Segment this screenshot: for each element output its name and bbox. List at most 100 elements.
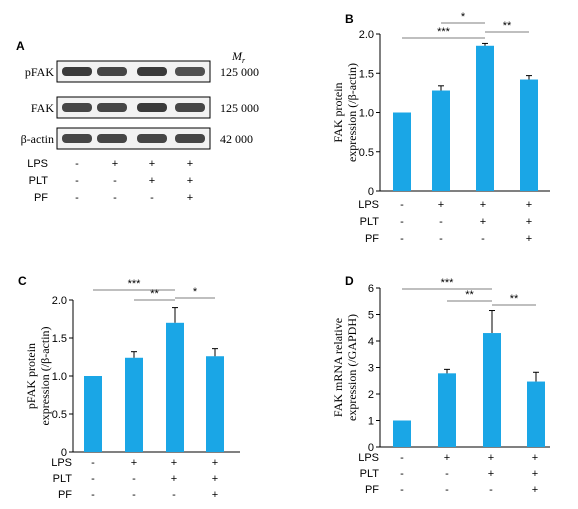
y-tick-label: 0 <box>368 442 374 454</box>
panel-label-a: A <box>16 39 25 53</box>
significance-label: * <box>461 11 466 23</box>
blot-band <box>137 134 167 143</box>
blot-mr-value: 125 000 <box>220 101 259 115</box>
condition-sign: + <box>131 457 137 469</box>
condition-sign: + <box>488 468 494 480</box>
condition-sign: - <box>481 233 485 245</box>
condition-label: PLT <box>360 468 380 480</box>
y-tick-label: 1.0 <box>359 108 374 120</box>
condition-sign: - <box>132 489 136 501</box>
condition-label: PF <box>365 233 379 245</box>
condition-sign: - <box>172 489 176 501</box>
y-tick-label: 6 <box>368 283 374 295</box>
condition-sign: + <box>532 468 538 480</box>
mr-header-letter: M <box>231 49 243 63</box>
y-tick-label: 2.0 <box>52 295 67 307</box>
blot-row-label: β-actin <box>21 132 54 146</box>
bar <box>393 420 411 447</box>
condition-sign: - <box>75 158 79 170</box>
bar <box>432 90 450 191</box>
bar <box>520 79 538 191</box>
y-tick-label: 2.0 <box>359 29 374 41</box>
blot-band <box>175 134 205 143</box>
condition-label: LPS <box>51 457 72 469</box>
bar <box>393 112 411 191</box>
condition-label: LPS <box>358 452 379 464</box>
blot-frame <box>56 60 211 83</box>
blot-band <box>97 103 127 112</box>
chart-fak-protein: 0 0.5 1.0 1.5 2.0 FAK protein expression (/β-a… <box>331 11 550 198</box>
blot-mr-value: 42 000 <box>220 132 253 146</box>
blot-frame <box>56 96 211 119</box>
panel-label-c: C <box>18 274 27 288</box>
condition-sign: + <box>212 473 218 485</box>
blot-band <box>97 67 127 76</box>
panel-label-b: B <box>345 12 354 26</box>
condition-table-c: LPS - + + + PLT - - + + PF - - - + <box>51 457 218 501</box>
significance-label: *** <box>437 26 451 38</box>
mr-header-subscript: r <box>242 56 246 65</box>
y-axis-label-line1: FAK mRNA relative <box>331 318 345 417</box>
condition-sign: + <box>526 199 532 211</box>
condition-label: PF <box>58 489 72 501</box>
condition-sign: + <box>526 233 532 245</box>
significance-label: ** <box>510 293 519 305</box>
bar <box>206 356 224 452</box>
condition-sign: - <box>91 473 95 485</box>
blot-band <box>62 103 92 112</box>
condition-sign: + <box>488 452 494 464</box>
bar <box>527 381 545 447</box>
bar <box>483 333 501 447</box>
condition-sign: - <box>400 452 404 464</box>
condition-sign: + <box>438 199 444 211</box>
condition-sign: + <box>532 452 538 464</box>
y-axis-label-line1: pFAK protein <box>24 343 38 409</box>
significance-label: ** <box>150 288 159 300</box>
condition-sign: - <box>445 468 449 480</box>
condition-sign: + <box>171 473 177 485</box>
blot-band <box>175 67 205 76</box>
blot-band <box>97 134 127 143</box>
condition-sign: + <box>212 457 218 469</box>
y-axis-label-line2: expression (/β-actin) <box>38 326 52 425</box>
bar <box>84 376 102 452</box>
blot-band <box>62 134 92 143</box>
y-tick-label: 0.5 <box>52 409 67 421</box>
condition-sign: + <box>149 175 155 187</box>
blot-band <box>137 67 167 76</box>
bar <box>438 373 456 447</box>
condition-sign: + <box>532 484 538 496</box>
blot-mr-value: 125 000 <box>220 65 259 79</box>
y-tick-label: 1.0 <box>52 371 67 383</box>
y-tick-label: 1 <box>368 416 374 428</box>
condition-sign: - <box>400 199 404 211</box>
y-tick-label: 4 <box>368 336 374 348</box>
condition-sign: + <box>444 452 450 464</box>
y-axis-label-line2: expression (/GAPDH) <box>345 314 359 421</box>
blot-band <box>62 67 92 76</box>
condition-table-a: LPS - + + + PLT - - + + PF - - - + <box>27 158 193 204</box>
y-tick-label: 2 <box>368 389 374 401</box>
blot-frame <box>56 127 211 150</box>
condition-sign: - <box>150 192 154 204</box>
condition-sign: - <box>489 484 493 496</box>
condition-sign: + <box>212 489 218 501</box>
bar <box>125 357 143 452</box>
condition-sign: - <box>113 192 117 204</box>
condition-sign: - <box>439 216 443 228</box>
y-tick-label: 0 <box>61 447 67 459</box>
condition-sign: - <box>400 216 404 228</box>
condition-sign: - <box>400 468 404 480</box>
y-tick-label: 0.5 <box>359 147 374 159</box>
condition-sign: - <box>113 175 117 187</box>
condition-sign: + <box>526 216 532 228</box>
condition-sign: + <box>112 158 118 170</box>
condition-label: PF <box>34 192 48 204</box>
bar <box>476 45 494 192</box>
significance-label: * <box>193 286 198 298</box>
condition-label: LPS <box>358 199 379 211</box>
condition-sign: - <box>445 484 449 496</box>
condition-sign: - <box>75 175 79 187</box>
condition-sign: - <box>439 233 443 245</box>
